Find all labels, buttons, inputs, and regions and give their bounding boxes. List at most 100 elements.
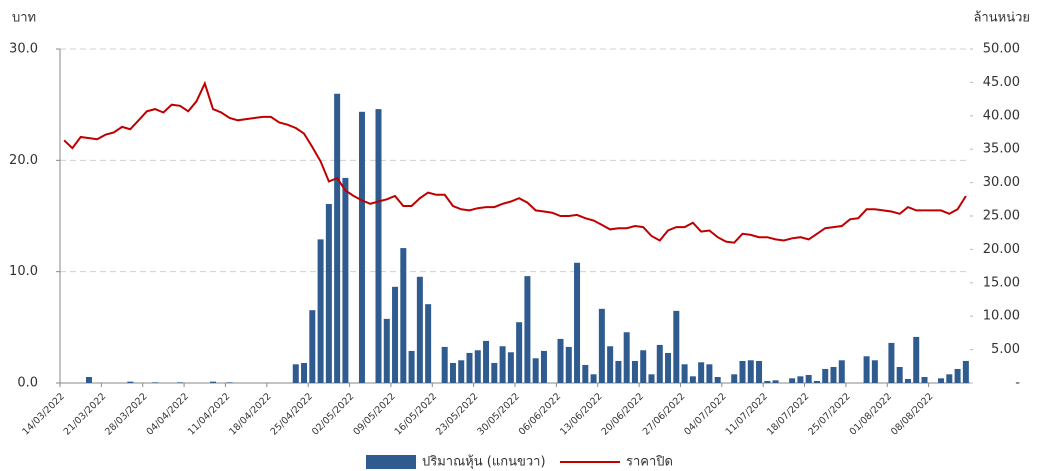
bar bbox=[822, 368, 829, 383]
bar bbox=[797, 376, 804, 383]
x-tick-label: 18/07/2022 bbox=[765, 391, 812, 438]
bar bbox=[458, 360, 465, 383]
bar bbox=[309, 310, 316, 383]
bar bbox=[673, 310, 680, 383]
y2-tick-label: 40.00 bbox=[983, 108, 1020, 123]
x-tick-label: 25/07/2022 bbox=[806, 391, 853, 438]
bar bbox=[582, 364, 589, 383]
y-tick-label: 30.0 bbox=[9, 42, 38, 57]
bar bbox=[127, 381, 134, 383]
bar bbox=[756, 360, 763, 383]
bar bbox=[375, 109, 382, 384]
bar bbox=[656, 344, 663, 383]
bar bbox=[896, 366, 903, 383]
bar bbox=[532, 358, 539, 383]
bar bbox=[317, 239, 324, 383]
bar bbox=[516, 322, 523, 383]
x-tick-label: 21/03/2022 bbox=[62, 391, 109, 438]
bar bbox=[85, 376, 92, 383]
bar bbox=[764, 380, 771, 383]
bar bbox=[665, 352, 672, 383]
bar bbox=[739, 360, 746, 383]
y2-tick-label: 35.00 bbox=[983, 142, 1020, 157]
bar bbox=[334, 93, 341, 384]
bar bbox=[301, 362, 308, 383]
bar bbox=[524, 276, 531, 383]
bar bbox=[425, 304, 432, 383]
bar bbox=[416, 276, 423, 383]
bar bbox=[499, 346, 506, 383]
bar bbox=[921, 376, 928, 383]
bar bbox=[400, 248, 407, 383]
bar bbox=[342, 177, 349, 383]
bar bbox=[888, 342, 895, 383]
x-tick-label: 01/08/2022 bbox=[848, 391, 895, 438]
bar bbox=[946, 374, 953, 383]
bar bbox=[681, 364, 688, 383]
bar bbox=[714, 376, 721, 383]
y-tick-label: 10.0 bbox=[9, 264, 38, 279]
bar bbox=[863, 356, 870, 383]
bar bbox=[913, 336, 920, 383]
x-tick-label: 18/04/2022 bbox=[227, 391, 274, 438]
bar bbox=[441, 346, 448, 383]
x-tick-label: 04/04/2022 bbox=[144, 391, 191, 438]
bar bbox=[210, 381, 217, 383]
bar bbox=[640, 350, 647, 383]
bar bbox=[292, 364, 299, 383]
bar bbox=[540, 350, 547, 383]
bar bbox=[648, 374, 655, 383]
bar bbox=[689, 376, 696, 383]
bar bbox=[449, 362, 456, 383]
legend-label: ราคาปิด bbox=[626, 455, 673, 470]
bar bbox=[152, 382, 159, 383]
x-tick-label: 27/06/2022 bbox=[641, 391, 688, 438]
price-line bbox=[63, 80, 967, 244]
bar bbox=[631, 360, 638, 383]
y2-tick-label: 15.00 bbox=[983, 275, 1020, 290]
x-tick-label: 23/05/2022 bbox=[434, 391, 481, 438]
bar bbox=[772, 380, 779, 383]
y-tick-label: 0.0 bbox=[17, 376, 38, 391]
bar bbox=[574, 262, 581, 383]
y-tick-label: 20.0 bbox=[9, 153, 38, 168]
x-tick-label: 08/08/2022 bbox=[889, 391, 936, 438]
bar bbox=[789, 378, 796, 383]
bar bbox=[706, 364, 713, 383]
y2-tick-label: 30.00 bbox=[983, 175, 1020, 190]
bar bbox=[483, 340, 490, 383]
bar bbox=[938, 378, 945, 383]
bar bbox=[830, 366, 837, 383]
x-tick-label: 11/04/2022 bbox=[186, 391, 233, 438]
bar bbox=[805, 374, 812, 383]
x-tick-label: 11/07/2022 bbox=[724, 391, 771, 438]
bar bbox=[623, 332, 630, 383]
bar bbox=[226, 382, 233, 383]
legend-label: ปริมาณหุ้น (แกนขวา) bbox=[422, 455, 546, 470]
x-tick-label: 28/03/2022 bbox=[103, 391, 150, 438]
legend-swatch bbox=[366, 455, 416, 469]
bar bbox=[358, 111, 365, 384]
x-tick-label: 13/06/2022 bbox=[558, 391, 605, 438]
bar bbox=[474, 350, 481, 383]
bar bbox=[962, 360, 969, 383]
bar bbox=[698, 362, 705, 383]
bar bbox=[615, 360, 622, 383]
x-tick-label: 06/06/2022 bbox=[517, 391, 564, 438]
x-tick-label: 14/03/2022 bbox=[20, 391, 67, 438]
y2-tick-label: 10.00 bbox=[983, 309, 1020, 324]
x-tick-label: 20/06/2022 bbox=[599, 391, 646, 438]
bar bbox=[325, 203, 332, 383]
bar bbox=[954, 368, 961, 383]
bar bbox=[408, 350, 415, 383]
x-tick-label: 30/05/2022 bbox=[475, 391, 522, 438]
bar bbox=[557, 338, 564, 383]
bar bbox=[466, 352, 473, 383]
bar bbox=[747, 360, 754, 383]
bar bbox=[598, 308, 605, 383]
bar bbox=[507, 352, 514, 383]
bar bbox=[491, 362, 498, 383]
y2-axis-title: ล้านหน่วย bbox=[973, 11, 1030, 26]
y2-tick-label: 5.00 bbox=[991, 342, 1020, 357]
